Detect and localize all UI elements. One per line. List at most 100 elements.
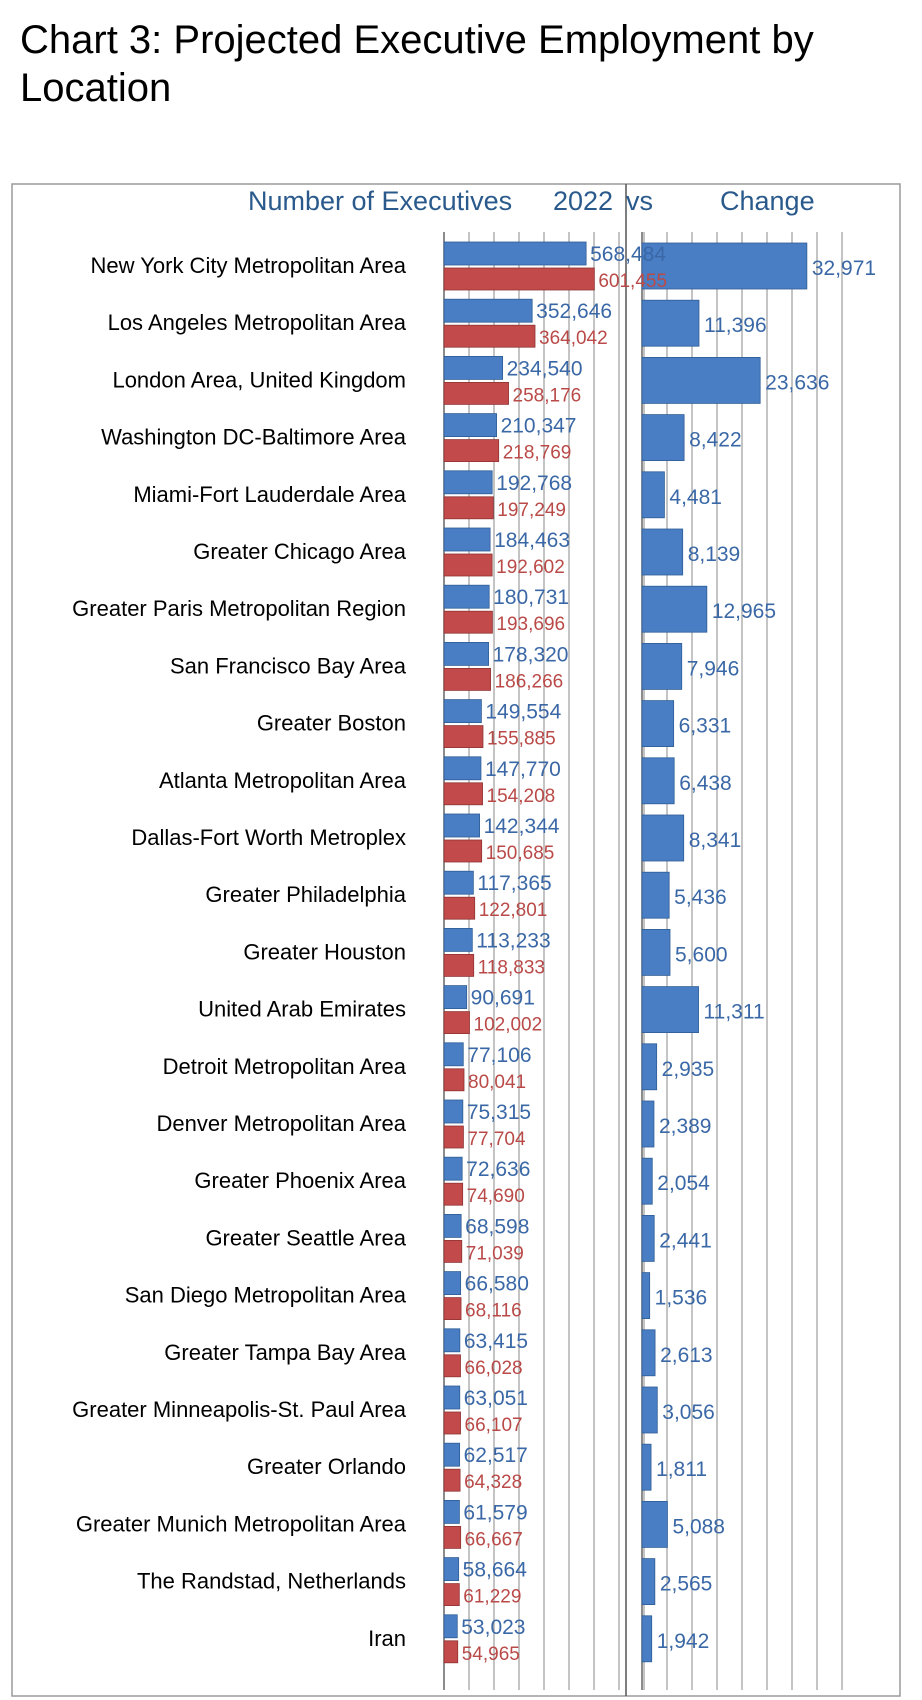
- bar-compare: [443, 1526, 462, 1549]
- data-label-compare: 74,690: [467, 1186, 525, 1207]
- bar-compare: [443, 839, 483, 863]
- bar-2022: [443, 1385, 461, 1410]
- bar-compare: [443, 1468, 461, 1492]
- bar-change: [641, 929, 671, 976]
- bar-change: [641, 700, 675, 747]
- bar-2022: [443, 1214, 462, 1238]
- bar-compare: [443, 553, 493, 577]
- bar-change: [641, 471, 665, 519]
- bar-change: [641, 871, 670, 919]
- bar-compare: [443, 1240, 463, 1263]
- bar-2022: [443, 584, 490, 609]
- bar-change: [641, 757, 675, 805]
- data-label-2022: 142,344: [484, 815, 560, 838]
- data-label-compare: 193,696: [496, 614, 565, 635]
- bar-compare: [443, 896, 476, 920]
- data-label-change: 7,946: [687, 657, 740, 680]
- data-label-compare: 80,041: [468, 1072, 526, 1093]
- data-label-change: 5,436: [674, 886, 727, 909]
- data-label-compare: 54,965: [462, 1644, 520, 1665]
- data-label-compare: 258,176: [513, 385, 582, 406]
- bar-change: [641, 1157, 653, 1205]
- category-label: Dallas-Fort Worth Metroplex: [131, 825, 406, 850]
- data-label-change: 6,331: [679, 715, 732, 738]
- data-label-compare: 154,208: [487, 786, 556, 807]
- bar-2022: [443, 355, 504, 380]
- data-label-compare: 68,116: [465, 1301, 522, 1322]
- bar-2022: [443, 870, 474, 895]
- data-label-2022: 62,517: [464, 1444, 528, 1467]
- bar-change: [641, 1443, 652, 1491]
- data-label-2022: 58,664: [463, 1559, 528, 1582]
- data-label-compare: 364,042: [539, 328, 608, 349]
- bar-change: [641, 1329, 656, 1377]
- data-label-change: 2,935: [662, 1058, 715, 1081]
- data-label-2022: 180,731: [493, 586, 569, 609]
- bar-2022: [443, 928, 473, 952]
- data-label-2022: 77,106: [467, 1044, 531, 1067]
- bar-compare: [443, 1640, 459, 1664]
- bar-compare: [443, 1583, 460, 1606]
- data-label-change: 1,942: [657, 1630, 710, 1653]
- bar-compare: [443, 1354, 461, 1378]
- bar-change: [641, 528, 684, 576]
- bar-change: [641, 1558, 656, 1605]
- data-label-2022: 61,579: [463, 1501, 527, 1524]
- category-label: United Arab Emirates: [198, 997, 406, 1022]
- data-label-2022: 63,415: [464, 1330, 528, 1353]
- bar-2022: [443, 298, 533, 323]
- data-label-change: 4,481: [669, 486, 722, 509]
- category-label: Greater Seattle Area: [205, 1225, 406, 1250]
- bar-2022: [443, 413, 497, 438]
- bar-2022: [443, 1614, 458, 1639]
- category-label: Detroit Metropolitan Area: [163, 1054, 407, 1079]
- data-label-change: 2,565: [660, 1573, 713, 1596]
- data-label-change: 32,971: [812, 257, 876, 280]
- data-label-2022: 568,484: [590, 243, 666, 266]
- category-label: Greater Chicago Area: [193, 539, 407, 564]
- category-label: Denver Metropolitan Area: [157, 1111, 407, 1136]
- bar-change: [641, 585, 708, 633]
- bar-2022: [443, 1442, 461, 1467]
- bar-change: [641, 986, 699, 1033]
- bar-compare: [443, 1011, 470, 1034]
- category-label: The Randstad, Netherlands: [137, 1569, 406, 1594]
- data-label-compare: 150,685: [486, 843, 555, 864]
- bar-2022: [443, 1042, 464, 1067]
- category-label: Washington DC-Baltimore Area: [101, 425, 407, 450]
- data-label-2022: 149,554: [485, 701, 561, 724]
- category-label: Greater Orlando: [247, 1454, 406, 1479]
- data-label-change: 3,056: [662, 1401, 715, 1424]
- category-label: Greater Tampa Bay Area: [164, 1340, 406, 1365]
- bar-2022: [443, 527, 491, 552]
- data-label-2022: 90,691: [471, 987, 535, 1010]
- bar-2022: [443, 1500, 460, 1524]
- data-label-compare: 61,229: [463, 1587, 521, 1608]
- bar-compare: [443, 1297, 462, 1320]
- category-label: Miami-Fort Lauderdale Area: [133, 482, 406, 507]
- data-label-change: 2,389: [659, 1115, 712, 1138]
- bar-change: [641, 1272, 651, 1319]
- data-label-compare: 102,002: [474, 1015, 543, 1036]
- data-label-2022: 72,636: [466, 1158, 530, 1181]
- data-label-2022: 352,646: [536, 300, 612, 323]
- data-label-2022: 147,770: [485, 758, 561, 781]
- data-label-change: 2,613: [660, 1344, 713, 1367]
- data-label-2022: 113,233: [476, 929, 550, 952]
- bar-compare: [443, 324, 536, 348]
- data-label-change: 5,600: [675, 943, 728, 966]
- data-label-2022: 117,365: [477, 872, 551, 895]
- bar-compare: [443, 439, 500, 463]
- data-label-compare: 66,667: [465, 1529, 523, 1550]
- bar-compare: [443, 782, 483, 806]
- data-label-compare: 122,801: [479, 900, 548, 921]
- data-label-change: 6,438: [679, 772, 732, 795]
- data-label-compare: 218,769: [503, 443, 572, 464]
- category-label: San Diego Metropolitan Area: [125, 1283, 407, 1308]
- bar-compare: [443, 1411, 461, 1435]
- data-label-compare: 155,885: [487, 729, 556, 750]
- left-panel-header: Number of Executives: [248, 186, 512, 216]
- category-label: Los Angeles Metropolitan Area: [108, 310, 407, 335]
- data-label-2022: 68,598: [465, 1215, 529, 1238]
- bar-change: [641, 1386, 658, 1434]
